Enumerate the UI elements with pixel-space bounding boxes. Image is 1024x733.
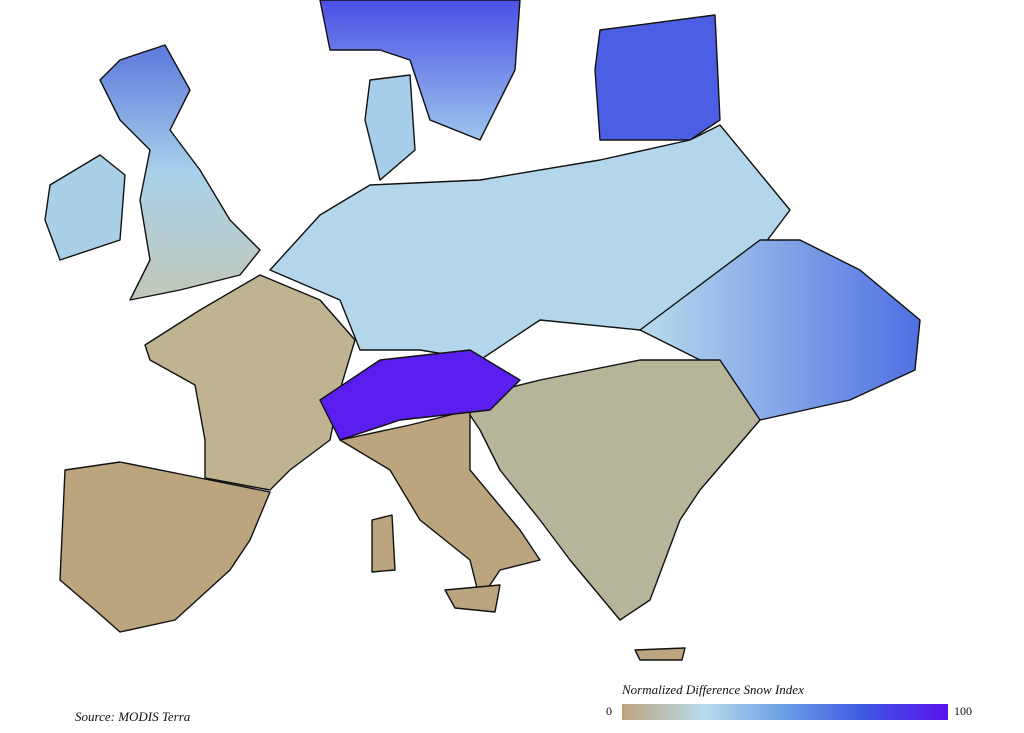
iberia <box>59 461 271 633</box>
sardinia <box>371 514 396 573</box>
legend-max-label: 100 <box>954 704 972 718</box>
alps <box>319 349 521 441</box>
baltics <box>594 14 721 141</box>
source-note: Source: MODIS Terra <box>75 709 191 724</box>
crete <box>634 647 686 661</box>
balkans <box>459 359 761 621</box>
france <box>144 274 356 491</box>
denmark <box>364 74 416 181</box>
great-britain <box>99 44 261 301</box>
ireland <box>44 154 126 261</box>
land-masses <box>44 0 921 661</box>
legend-min-label: 0 <box>606 704 612 718</box>
legend-colorbar <box>622 704 948 720</box>
sicily <box>444 584 501 613</box>
scandinavia <box>319 0 521 141</box>
legend-title: Normalized Difference Snow Index <box>621 682 804 697</box>
